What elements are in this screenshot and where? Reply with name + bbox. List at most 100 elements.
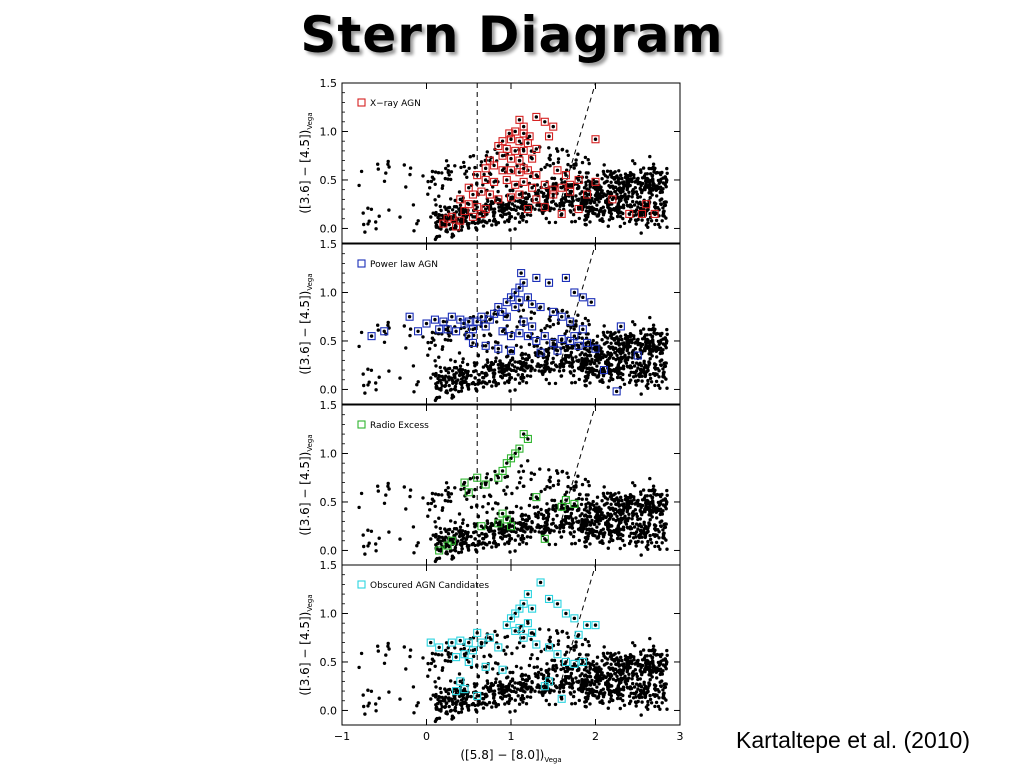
field-point [434,371,438,376]
field-point [665,332,669,336]
field-point [619,173,623,177]
highlighted-point-core [602,368,606,372]
field-point [587,680,591,684]
field-point [465,523,470,528]
highlighted-points [435,430,579,555]
field-point [597,682,601,686]
field-point [634,208,639,212]
field-point [440,705,444,709]
field-point [447,699,451,703]
highlighted-point-core [483,482,488,487]
field-point [580,351,584,355]
field-point [448,227,453,231]
field-point [583,316,588,321]
field-point [634,379,638,384]
field-point [513,686,517,690]
field-point [560,364,565,368]
field-point [361,211,365,215]
field-point [498,359,502,363]
field-point [660,672,664,676]
field-point [453,164,457,168]
field-point [460,225,464,229]
field-point [631,674,635,678]
field-point [437,516,441,520]
highlighted-point [517,269,526,278]
field-point [638,529,643,533]
field-point [617,369,621,373]
field-point [660,512,664,516]
field-point [627,173,631,178]
field-point [553,684,558,688]
field-point [648,678,652,682]
highlighted-point-core [492,163,496,168]
field-point [439,381,443,385]
field-point [550,522,554,526]
field-point [654,700,659,705]
field-point [376,167,380,171]
field-point [573,219,577,224]
field-point [627,373,632,377]
field-point [439,690,443,695]
field-point [657,663,661,667]
field-point [577,688,581,692]
highlighted-point-core [513,183,517,187]
field-point [526,459,530,463]
highlighted-point-core [521,149,526,153]
field-point [532,344,536,348]
field-point [545,662,549,666]
field-point [477,217,481,221]
field-point [591,499,595,504]
field-point [473,525,477,529]
field-point [557,530,562,534]
field-point [493,680,498,685]
field-point [636,366,640,370]
field-point [570,381,574,385]
field-point [619,356,624,360]
field-point [449,519,453,523]
field-point [664,346,668,350]
field-point [521,685,525,689]
field-point [620,177,624,181]
field-point [543,165,547,169]
field-point [589,360,594,364]
field-point [665,493,669,497]
field-point [453,705,458,710]
field-point [433,652,438,656]
field-point [615,375,620,380]
field-point [629,691,633,695]
highlighted-point [582,190,592,199]
field-point [547,478,551,482]
field-point [490,522,494,526]
field-point [545,341,549,345]
field-point [603,335,608,339]
field-point [615,696,620,701]
field-point [484,363,488,367]
field-point [492,217,497,221]
field-point [665,488,669,493]
field-point [408,648,413,652]
field-point [579,685,584,689]
field-point [506,684,511,689]
field-point [444,488,448,493]
highlighted-point [447,536,456,545]
field-point [544,216,548,221]
field-point [657,375,661,379]
field-point [601,330,606,335]
field-point [491,346,495,350]
field-point [529,149,534,153]
field-point [366,367,370,371]
field-point [661,342,665,346]
field-point [595,677,599,681]
highlighted-point [481,322,490,331]
field-point [661,181,665,185]
field-point [473,376,477,380]
field-point [527,355,531,359]
field-point [416,219,420,223]
field-point [537,530,541,534]
highlighted-point [460,206,469,216]
highlighted-point-core [530,186,534,190]
field-point [663,361,667,365]
field-point [386,644,390,648]
field-point [648,154,652,159]
field-point [655,676,659,680]
